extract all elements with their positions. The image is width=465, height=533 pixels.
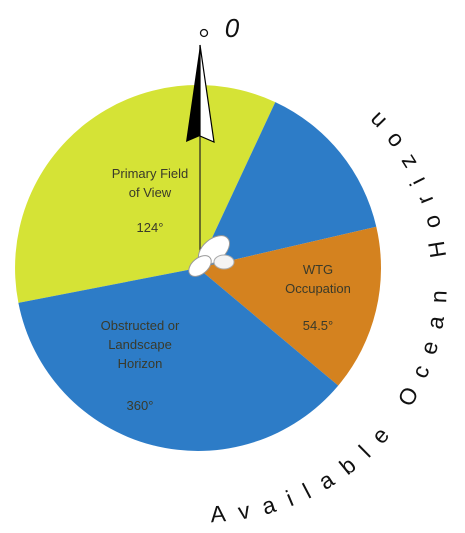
segment-label: Occupation: [285, 281, 351, 296]
segment-label: Landscape: [108, 337, 172, 352]
segment-label: Obstructed or: [101, 318, 180, 333]
segment-label: WTG: [303, 262, 333, 277]
turbine-icon: [188, 235, 235, 277]
segment-label: Horizon: [118, 356, 163, 371]
hub: [213, 254, 235, 270]
obstructed-sector: [18, 268, 339, 451]
ocean-sector: [198, 102, 377, 268]
degree-symbol: [199, 28, 209, 38]
segment-angle: 54.5°: [303, 318, 334, 333]
segment-label: of View: [129, 185, 172, 200]
segment-angle: 360°: [127, 398, 154, 413]
blade: [188, 255, 212, 277]
segment-angle: 124°: [137, 220, 164, 235]
needle-light: [199, 44, 215, 143]
north-label: 0: [225, 13, 240, 43]
segment-labels: Primary Field of View 124° WTG Occupation 54.…: [101, 166, 351, 413]
needle-dark: [186, 45, 200, 142]
wtg-sector: [198, 226, 381, 386]
segment-label: Primary Field: [112, 166, 189, 181]
